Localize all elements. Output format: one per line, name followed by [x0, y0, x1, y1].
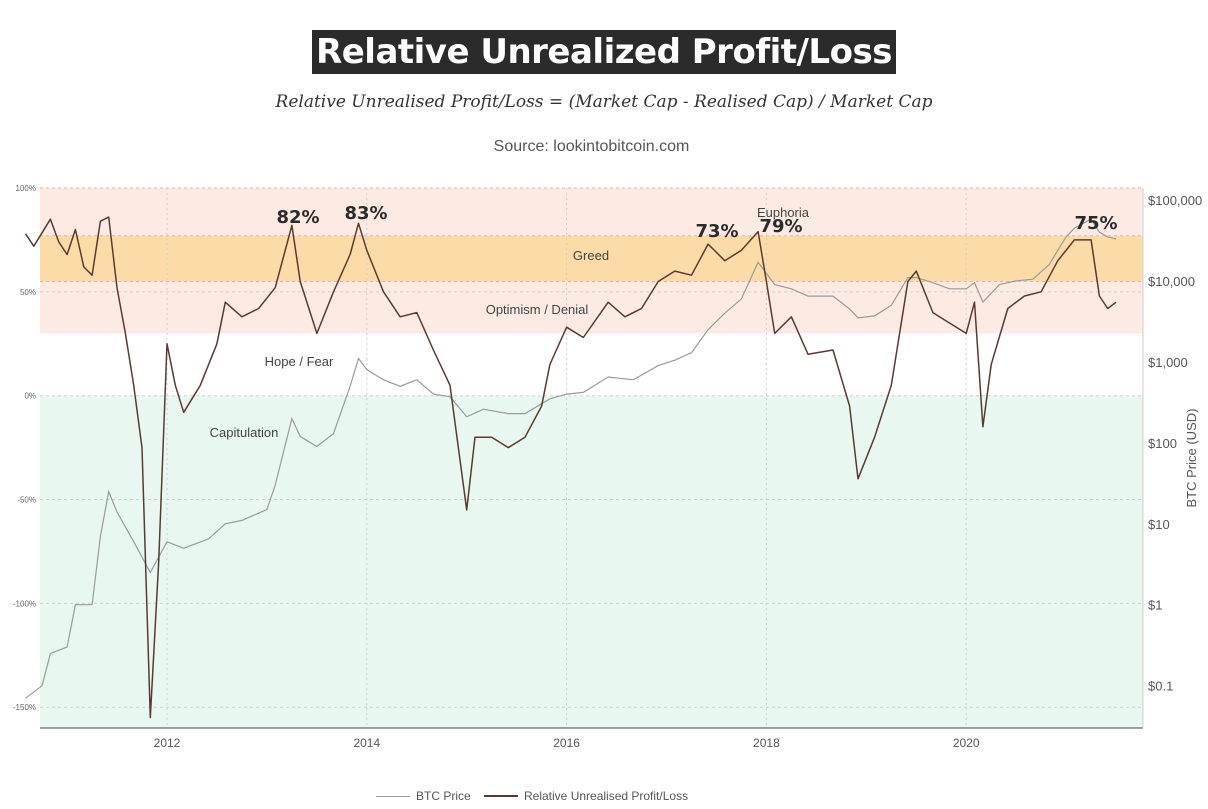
- legend-label-nupl: Relative Unrealised Profit/Loss: [524, 789, 689, 803]
- legend-item-nupl[interactable]: Relative Unrealised Profit/Loss: [484, 789, 688, 803]
- y-left-tick-label-3: -50%: [17, 496, 36, 505]
- zone-label-3: Hope / Fear: [265, 354, 334, 369]
- chart-source: Source: lookintobitcoin.com: [493, 138, 690, 155]
- nupl-line: [24, 216, 1117, 719]
- chart-formula: Relative Unrealised Profit/Loss = (Marke…: [275, 92, 933, 112]
- zone-band-3: [40, 333, 1143, 396]
- peak-label-0: 82%: [276, 207, 319, 228]
- x-tick-label-2020: 2020: [953, 736, 980, 750]
- legend-swatch-nupl: [484, 795, 518, 797]
- zone-band-4: [40, 395, 1143, 728]
- legend-item-btc-price[interactable]: BTC Price: [376, 789, 471, 803]
- x-tick-label-2012: 2012: [154, 736, 181, 750]
- x-tick-label-2018: 2018: [753, 736, 780, 750]
- y-right-tick-label-2: $1,000: [1148, 355, 1188, 370]
- y-left-tick-label-2: 0%: [24, 392, 36, 401]
- legend-label-btc-price: BTC Price: [416, 789, 471, 803]
- zone-band-1: [40, 235, 1143, 282]
- zone-label-4: Capitulation: [210, 425, 279, 440]
- zone-bands: [40, 188, 1143, 728]
- zone-band-0: [40, 188, 1143, 236]
- y-right-tick-label-3: $100: [1148, 436, 1177, 451]
- peak-label-4: 75%: [1074, 213, 1117, 234]
- grid: [40, 187, 1143, 728]
- chart-title-wrap: Relative Unrealized Profit/Loss: [0, 30, 1208, 74]
- annotations: Euphoria Greed Optimism / Denial Hope / Fea…: [210, 203, 1118, 440]
- y-right-tick-label-0: $100,000: [1148, 193, 1202, 208]
- nupl-series: [24, 216, 1117, 719]
- peak-label-2: 73%: [695, 221, 738, 242]
- y-left-tick-label-4: -100%: [13, 599, 36, 608]
- chart-title: Relative Unrealized Profit/Loss: [312, 30, 896, 74]
- legend-swatch-btc-price: [376, 795, 410, 797]
- peak-label-1: 83%: [344, 203, 387, 224]
- y-right-tick-label-4: $10: [1148, 517, 1170, 532]
- btc-price-line: [25, 218, 1117, 699]
- y-right-axis-title: BTC Price (USD): [1184, 409, 1199, 508]
- zone-label-2: Optimism / Denial: [486, 302, 589, 317]
- y-left-tick-label-1: 50%: [20, 288, 36, 297]
- x-tick-label-2014: 2014: [353, 736, 380, 750]
- y-right-tick-label-5: $1: [1148, 598, 1162, 613]
- y-right-tick-label-6: $0.1: [1148, 679, 1173, 694]
- zone-label-0: Euphoria: [757, 205, 810, 220]
- y-right-tick-label-1: $10,000: [1148, 274, 1195, 289]
- peak-label-3: 79%: [759, 216, 802, 237]
- axes: 2012 2014 2016 2018 2020 100% 50% 0% -50% -100% -1…: [13, 184, 1202, 750]
- x-tick-label-2016: 2016: [553, 736, 580, 750]
- y-left-tick-label-0: 100%: [16, 184, 36, 193]
- btc-price-series: [25, 218, 1117, 699]
- y-left-tick-label-5: -150%: [13, 703, 36, 712]
- zone-label-1: Greed: [573, 248, 609, 263]
